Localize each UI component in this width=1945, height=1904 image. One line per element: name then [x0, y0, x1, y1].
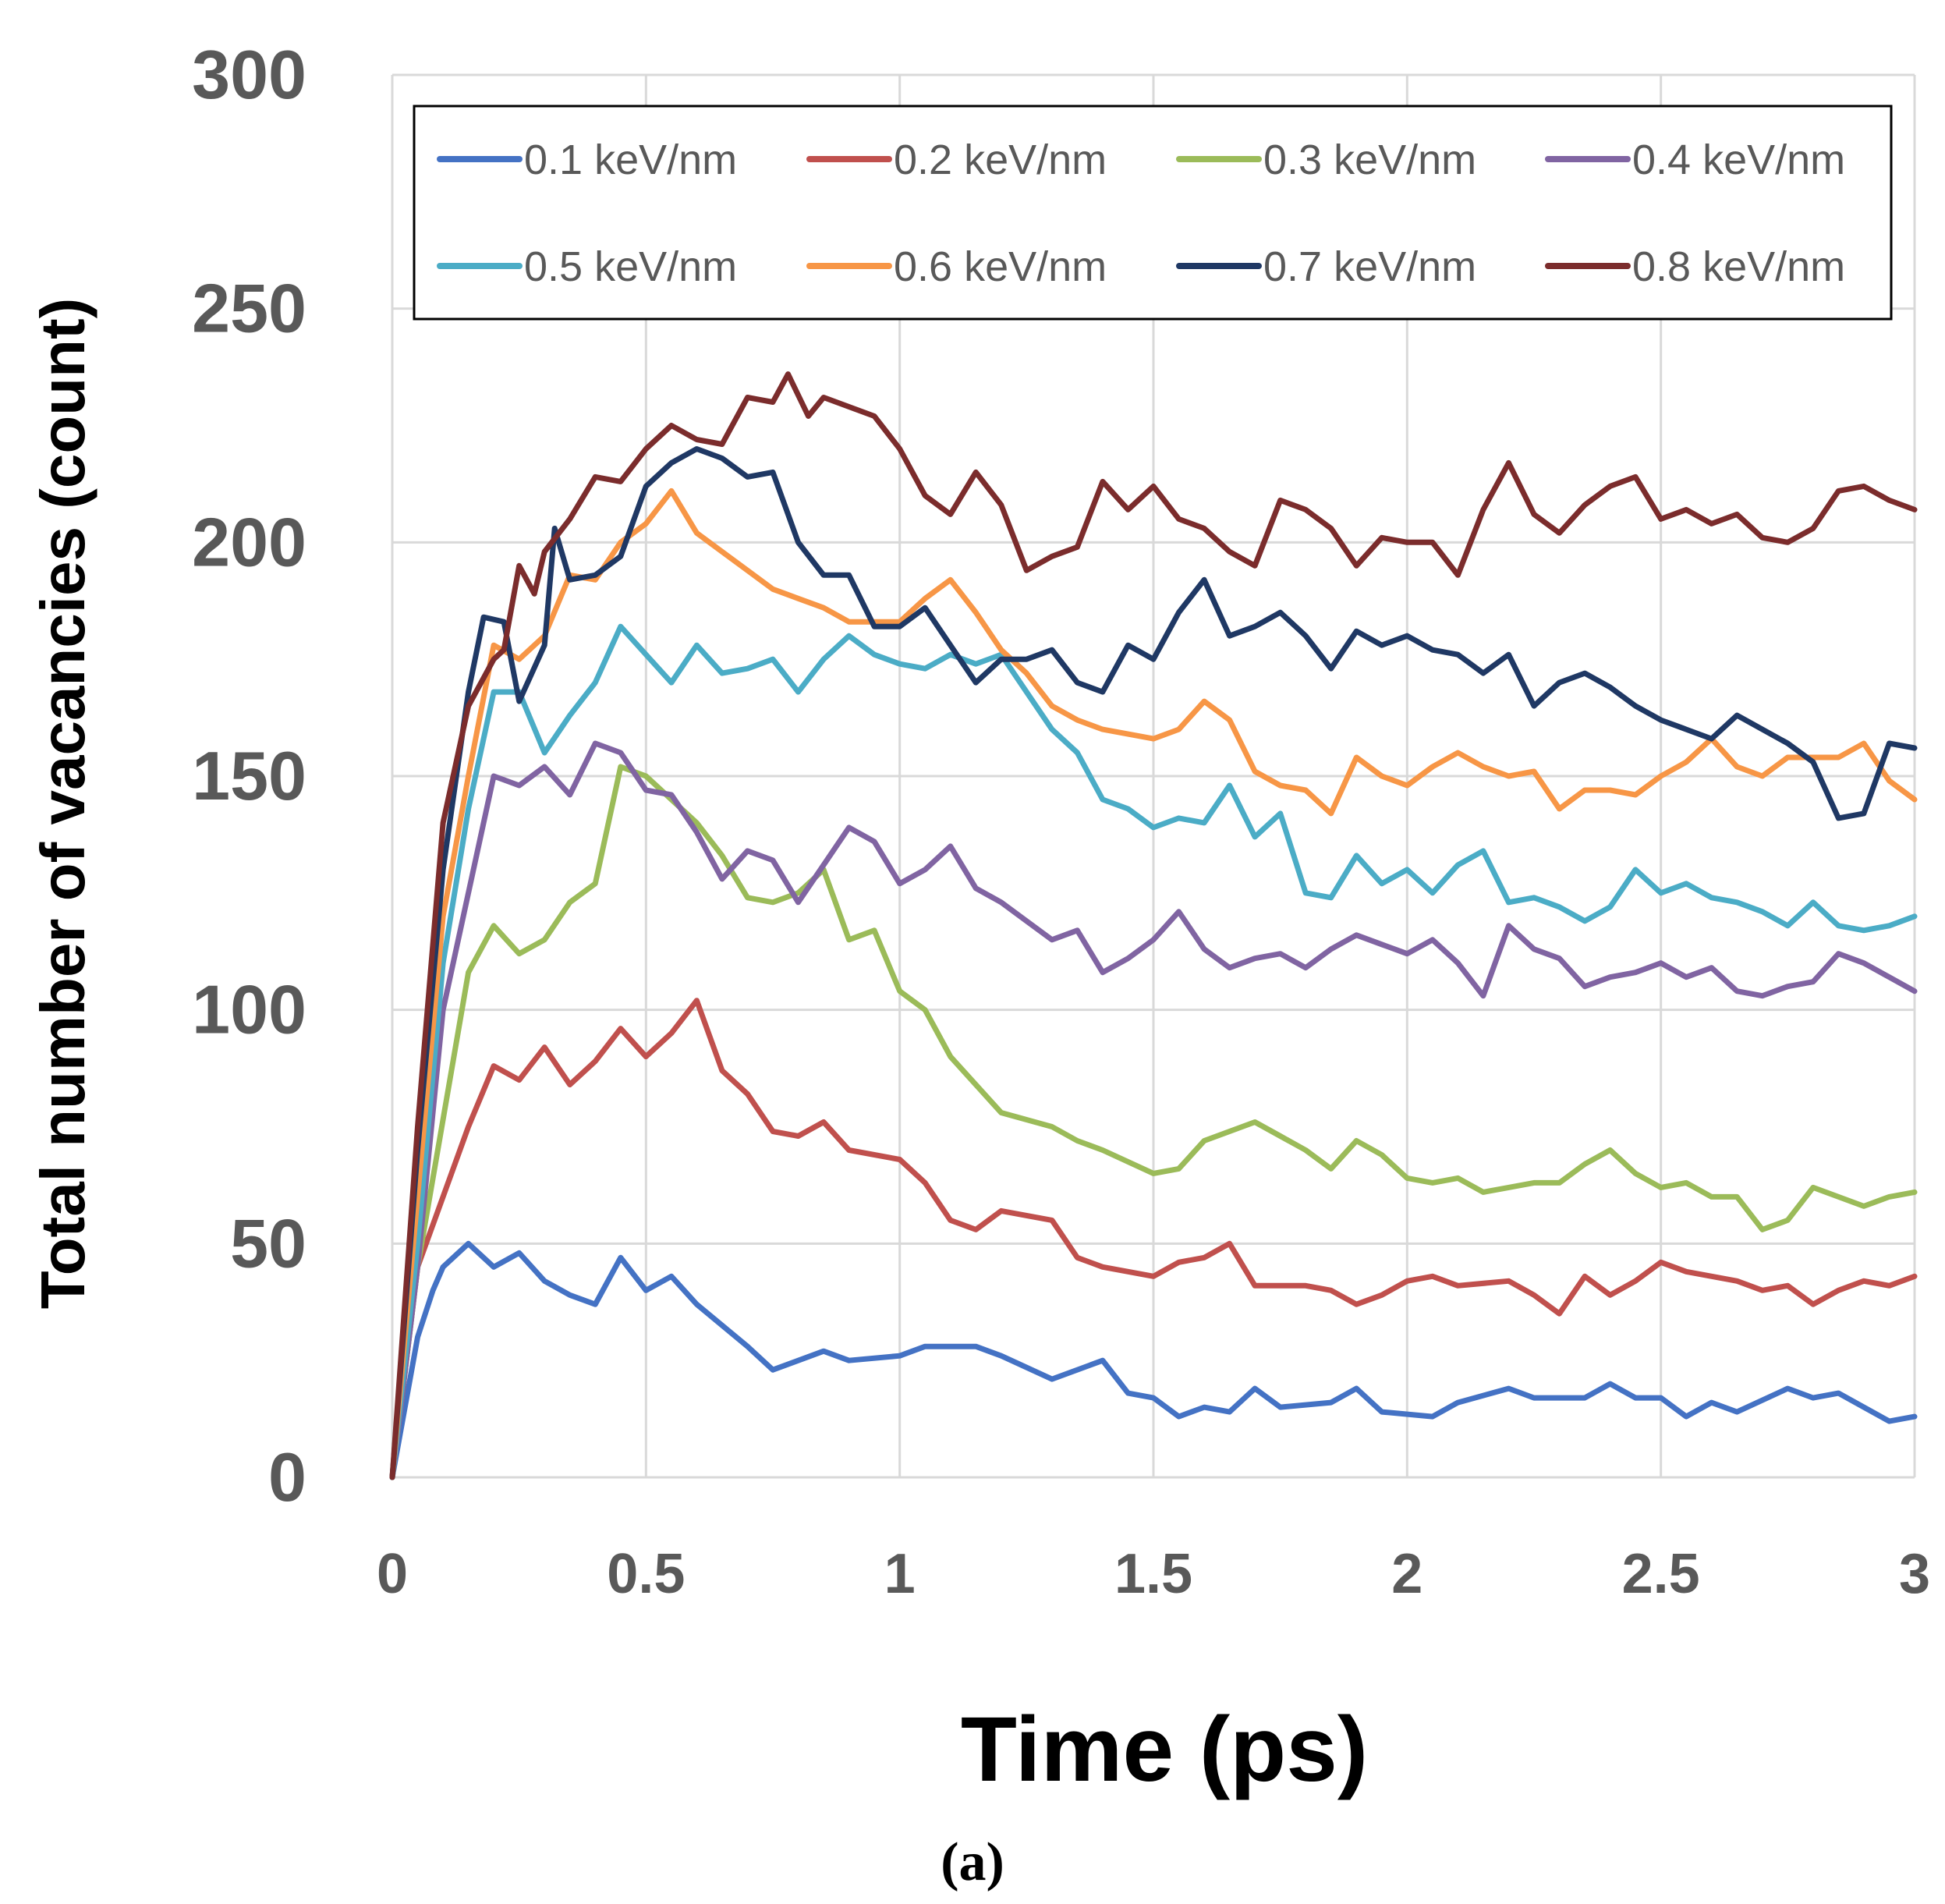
series-line-0.4-kev-nm	[389, 740, 1918, 1480]
y-tick-label: 200	[192, 503, 306, 580]
legend-label: 0.3 keV/nm	[1263, 137, 1476, 183]
x-tick-label: 2.5	[1622, 1543, 1700, 1605]
x-tick-label: 0.5	[607, 1543, 685, 1605]
x-tick-label: 1.5	[1114, 1543, 1192, 1605]
series-line-0.5-kev-nm	[389, 623, 1918, 1480]
series-line-0.6-kev-nm	[389, 488, 1918, 1480]
legend-label: 0.5 keV/nm	[524, 243, 737, 290]
x-axis-title: Time (ps)	[961, 1698, 1368, 1801]
y-tick-label: 150	[192, 737, 306, 814]
series-lines	[389, 371, 1918, 1480]
legend-label: 0.7 keV/nm	[1263, 243, 1476, 290]
series-line-0.2-kev-nm	[389, 998, 1918, 1480]
legend-label: 0.1 keV/nm	[524, 137, 737, 183]
x-axis-tick-labels: 0 0.5 1 1.5 2 2.5 3	[377, 1543, 1930, 1605]
y-axis-tick-labels: 0 50 100 150 200 250 300	[192, 36, 306, 1516]
x-tick-label: 0	[377, 1543, 408, 1605]
y-tick-label: 0	[268, 1438, 306, 1516]
series-line-0.1-kev-nm	[389, 1240, 1918, 1480]
legend-label: 0.4 keV/nm	[1632, 137, 1845, 183]
legend-label: 0.6 keV/nm	[894, 243, 1107, 290]
series-line-0.8-kev-nm	[389, 371, 1918, 1480]
y-axis-title: Total number of vacancies (count)	[28, 298, 97, 1309]
x-tick-label: 2	[1391, 1543, 1422, 1605]
y-tick-label: 50	[230, 1204, 306, 1282]
x-tick-label: 3	[1899, 1543, 1930, 1605]
figure-caption: (a)	[941, 1832, 1004, 1892]
y-tick-label: 250	[192, 270, 306, 347]
series-line-0.7-kev-nm	[389, 446, 1918, 1480]
legend-label: 0.2 keV/nm	[894, 137, 1107, 183]
legend: 0.1 keV/nm 0.2 keV/nm 0.3 keV/nm 0.4 keV/nm…	[413, 105, 1893, 321]
legend-label: 0.8 keV/nm	[1632, 243, 1845, 290]
y-tick-label: 300	[192, 36, 306, 113]
y-tick-label: 100	[192, 971, 306, 1048]
x-tick-label: 1	[884, 1543, 916, 1605]
series-line-0.3-kev-nm	[389, 764, 1918, 1480]
legend-box	[413, 105, 1893, 321]
